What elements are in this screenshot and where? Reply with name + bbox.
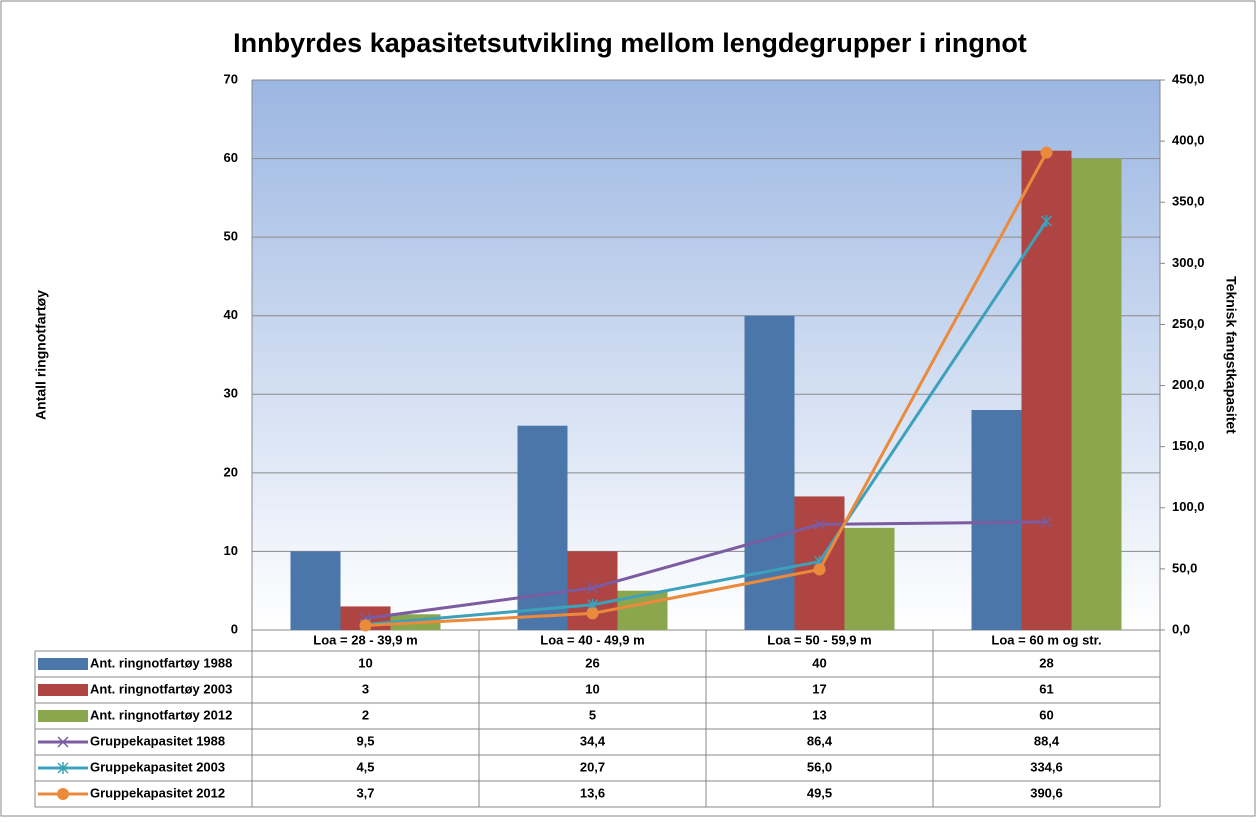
legend-label: Ant. ringnotfartøy 2003 — [90, 681, 232, 696]
y-tick-label: 0 — [231, 621, 238, 636]
legend-label: Gruppekapasitet 1988 — [90, 733, 225, 748]
y2-tick-label: 250,0 — [1172, 316, 1205, 331]
table-cell: 88,4 — [1034, 733, 1060, 748]
category-label: Loa = 50 - 59,9 m — [767, 632, 871, 647]
line-marker — [813, 563, 826, 576]
bar — [517, 425, 568, 630]
line-marker — [586, 582, 599, 594]
table-cell: 86,4 — [807, 733, 833, 748]
legend-label: Ant. ringnotfartøy 1988 — [90, 655, 232, 670]
legend-label: Ant. ringnotfartøy 2012 — [90, 707, 232, 722]
y2-tick-label: 350,0 — [1172, 194, 1205, 209]
table-cell: 17 — [812, 681, 826, 696]
y2-axis-title: Teknisk fangstkapasitet — [1223, 276, 1239, 434]
table-cell: 60 — [1039, 707, 1053, 722]
table-cell: 40 — [812, 655, 826, 670]
table-cell: 334,6 — [1030, 759, 1063, 774]
y-tick-label: 40 — [224, 307, 238, 322]
legend-key — [38, 710, 88, 722]
table-cell: 390,6 — [1030, 785, 1063, 800]
bar — [1071, 158, 1122, 631]
y2-tick-label: 300,0 — [1172, 255, 1205, 270]
y2-tick-label: 0,0 — [1172, 621, 1190, 636]
legend-key — [38, 684, 88, 696]
table-cell: 13 — [812, 707, 826, 722]
y-tick-label: 60 — [224, 150, 238, 165]
y-tick-label: 10 — [224, 543, 238, 558]
table-cell: 3,7 — [356, 785, 374, 800]
bar — [290, 551, 341, 630]
legend-label: Gruppekapasitet 2003 — [90, 759, 225, 774]
bar — [844, 527, 895, 630]
y2-tick-label: 50,0 — [1172, 560, 1197, 575]
y-tick-label: 70 — [224, 71, 238, 86]
line — [365, 520, 1047, 620]
category-label: Loa = 60 m og str. — [991, 632, 1101, 647]
y-tick-label: 20 — [224, 464, 238, 479]
y-tick-label: 50 — [224, 229, 238, 244]
table-cell: 4,5 — [356, 759, 374, 774]
table-cell: 61 — [1039, 681, 1053, 696]
table-cell: 28 — [1039, 655, 1053, 670]
table-cell: 26 — [585, 655, 599, 670]
table-cell: 10 — [585, 681, 599, 696]
table-cell: 49,5 — [807, 785, 832, 800]
table-cell: 10 — [358, 655, 372, 670]
y2-tick-label: 450,0 — [1172, 71, 1205, 86]
category-label: Loa = 28 - 39,9 m — [313, 632, 417, 647]
table-cell: 2 — [362, 707, 369, 722]
line — [365, 151, 1048, 627]
legend-key — [57, 788, 69, 800]
table-cell: 5 — [589, 707, 596, 722]
category-label: Loa = 40 - 49,9 m — [540, 632, 644, 647]
legend-key — [57, 762, 69, 774]
line-marker — [1040, 516, 1053, 528]
line — [365, 220, 1048, 626]
legend-key — [57, 736, 69, 748]
y2-tick-label: 200,0 — [1172, 377, 1205, 392]
table-cell: 9,5 — [356, 733, 374, 748]
legend-key — [38, 658, 88, 670]
bar — [971, 410, 1022, 630]
bar — [1021, 150, 1072, 630]
line-marker — [813, 518, 826, 530]
table-cell: 3 — [362, 681, 369, 696]
y-tick-label: 30 — [224, 386, 238, 401]
table-cell: 34,4 — [580, 733, 606, 748]
table-cell: 13,6 — [580, 785, 605, 800]
legend-label: Gruppekapasitet 2012 — [90, 785, 225, 800]
y2-tick-label: 400,0 — [1172, 133, 1205, 148]
y-axis-title: Antall ringnotfartøy — [33, 290, 49, 420]
line-marker — [586, 607, 599, 620]
chart-title: Innbyrdes kapasitetsutvikling mellom len… — [233, 28, 1027, 58]
table-cell: 56,0 — [807, 759, 832, 774]
line-marker — [1040, 215, 1053, 228]
y2-tick-label: 150,0 — [1172, 438, 1205, 453]
y2-tick-label: 100,0 — [1172, 499, 1205, 514]
line-marker — [1040, 146, 1053, 159]
table-cell: 20,7 — [580, 759, 605, 774]
line-marker — [359, 619, 372, 632]
bar — [744, 315, 795, 630]
